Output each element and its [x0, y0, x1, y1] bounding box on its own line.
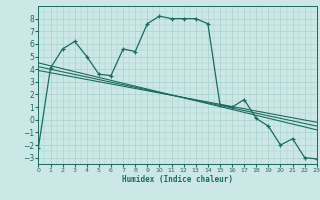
X-axis label: Humidex (Indice chaleur): Humidex (Indice chaleur): [122, 175, 233, 184]
